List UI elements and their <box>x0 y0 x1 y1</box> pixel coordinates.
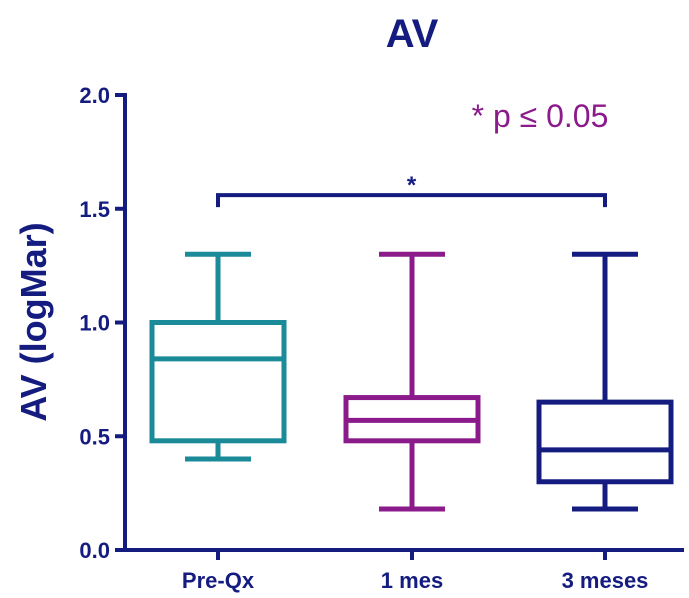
x-tick-label: Pre-Qx <box>182 568 255 593</box>
significance-bracket <box>216 193 607 208</box>
iqr-box <box>536 399 674 485</box>
x-tick-label: 1 mes <box>381 568 443 593</box>
box-3-meses <box>536 251 674 512</box>
box-pre-qx <box>149 251 287 462</box>
y-tick-label: 2.0 <box>79 83 110 108</box>
y-tick-label: 0.5 <box>79 424 110 449</box>
axes: 0.0 0.5 1.0 1.5 2.0 Pre-Qx 1 mes 3 meses <box>79 83 684 593</box>
y-tick-label: 0.0 <box>79 538 110 563</box>
y-axis-label: AV (logMar) <box>13 222 54 421</box>
significance-note: * p ≤ 0.05 <box>472 98 609 134</box>
y-tick-label: 1.5 <box>79 197 110 222</box>
y-tick-label: 1.0 <box>79 311 110 336</box>
significance-bracket-group: * <box>216 172 607 208</box>
box-1-mes <box>343 251 481 512</box>
significance-star: * <box>407 172 417 199</box>
chart-title: AV <box>386 12 439 56</box>
iqr-box <box>149 320 287 444</box>
boxes <box>149 251 674 512</box>
x-tick-label: 3 meses <box>562 568 649 593</box>
